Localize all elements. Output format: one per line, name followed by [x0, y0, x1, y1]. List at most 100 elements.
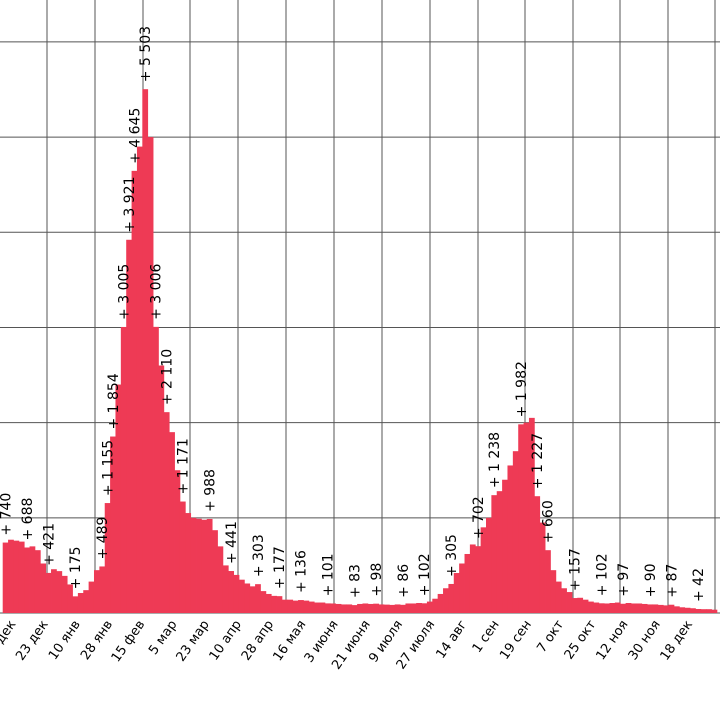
bar [496, 491, 503, 613]
bar [443, 588, 449, 613]
bar [389, 604, 396, 613]
bar [545, 550, 551, 613]
value-label: + 98 [369, 563, 385, 597]
bar [539, 522, 546, 613]
bar [56, 571, 63, 613]
bar [13, 540, 20, 613]
bar [630, 603, 637, 613]
value-label: + 702 [471, 496, 487, 539]
bar [577, 597, 584, 613]
bar [61, 575, 68, 613]
x-tick-label: 10 апр [207, 618, 245, 664]
bar [18, 541, 25, 613]
bar [196, 518, 202, 613]
bar [72, 596, 79, 613]
value-label: + 988 [202, 469, 218, 512]
bar [550, 570, 557, 613]
bar [206, 518, 213, 613]
bar [260, 591, 267, 613]
bar [459, 563, 465, 613]
x-tick-label: 18 дек [658, 618, 696, 664]
bar [614, 602, 621, 613]
bar [555, 581, 562, 613]
bar [609, 603, 616, 613]
bar [120, 326, 127, 613]
bar [233, 574, 240, 613]
bar [582, 599, 589, 613]
bar [314, 602, 320, 613]
bar [110, 436, 116, 613]
bar [706, 609, 712, 613]
x-tick-label: 15 фев [109, 618, 149, 665]
value-label: + 660 [541, 500, 557, 543]
bar [604, 603, 610, 613]
bar [238, 579, 245, 613]
value-label: + 175 [68, 546, 84, 589]
value-label: + 303 [251, 534, 267, 577]
bar [362, 603, 369, 613]
bar [292, 600, 299, 613]
x-tick-label: 19 сен [497, 618, 535, 663]
bar [437, 593, 444, 613]
bar [512, 451, 519, 613]
bar [373, 603, 379, 613]
bar [330, 603, 337, 613]
bar [83, 590, 90, 613]
bar [448, 583, 455, 613]
value-label: + 83 [347, 564, 363, 598]
bar [588, 601, 594, 613]
bar [641, 603, 648, 613]
bar [40, 563, 47, 613]
bar [679, 607, 686, 613]
bar [201, 519, 208, 613]
value-label: + 87 [664, 564, 680, 598]
bar [163, 412, 170, 613]
bar [158, 365, 165, 613]
bar [598, 603, 605, 613]
bar [147, 137, 154, 613]
bar [700, 609, 707, 613]
bar [636, 603, 643, 613]
x-tick-label: 7 окт [534, 617, 567, 655]
value-label: + 102 [417, 553, 433, 596]
bar [620, 603, 627, 613]
value-label: + 177 [272, 546, 288, 589]
value-label: + 157 [568, 548, 584, 591]
bar [179, 501, 186, 613]
bar [647, 604, 653, 613]
bar [271, 595, 277, 613]
bar [469, 544, 476, 613]
bar [51, 569, 57, 613]
x-tick-label: 1 сен [470, 618, 503, 656]
bar [29, 546, 36, 613]
bar [405, 603, 412, 613]
bar [367, 603, 374, 613]
bar [276, 596, 283, 613]
vertical-grid [46, 0, 716, 613]
bar [142, 89, 149, 614]
bar [491, 495, 498, 613]
bar [249, 586, 256, 613]
bar [684, 607, 691, 613]
bar [34, 550, 41, 613]
bar [566, 592, 573, 613]
value-label: + 1 238 [487, 432, 503, 488]
value-label: + 1 171 [176, 438, 192, 494]
bar [421, 603, 428, 613]
value-label: + 441 [224, 521, 240, 564]
x-tick-label: 10 янв [46, 618, 84, 663]
value-label: + 136 [294, 550, 310, 593]
bar [67, 584, 73, 613]
bar [185, 513, 192, 613]
value-label: + 42 [691, 568, 707, 602]
x-tick-label: 23 дек [13, 618, 51, 664]
x-tick-label: 23 мар [174, 618, 213, 665]
bar [77, 593, 84, 613]
bar [561, 588, 567, 613]
bar [357, 603, 363, 613]
bar [93, 570, 100, 613]
bar [475, 546, 482, 613]
bar [394, 604, 401, 613]
bar [265, 593, 272, 613]
bar [190, 517, 197, 613]
